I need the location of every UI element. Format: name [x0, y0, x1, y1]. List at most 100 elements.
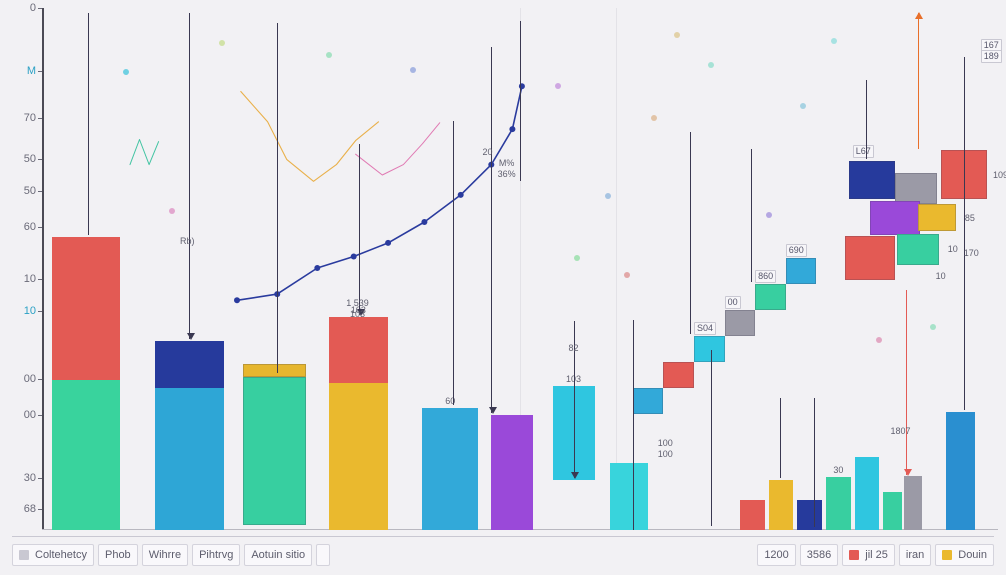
cluster-block: [895, 173, 937, 204]
legend-label: Wihrre: [149, 549, 181, 561]
annotation-label: 1 539: [346, 298, 369, 308]
vertical-marker: [633, 320, 634, 530]
bar-segment: [155, 341, 224, 388]
small-bar: [769, 480, 794, 530]
step-block: [755, 284, 786, 310]
grid-line: [616, 8, 617, 530]
bar-segment: [422, 408, 477, 530]
legend-item: [316, 544, 330, 566]
legend-swatch: [849, 550, 859, 560]
vertical-marker: [189, 13, 190, 339]
vertical-marker: [918, 13, 919, 149]
step-block-label: 860: [755, 270, 776, 283]
vertical-marker: [88, 13, 89, 235]
vertical-marker: [520, 21, 521, 182]
bar-segment: [52, 237, 121, 380]
annotation-label: 36%: [498, 169, 516, 179]
step-block-label: S04: [694, 322, 716, 335]
legend-item: Phob: [98, 544, 138, 566]
cluster-top-label: L67: [853, 145, 874, 158]
bar-segment: [329, 317, 388, 383]
scatter-dot: [410, 67, 416, 73]
cluster-block: [849, 161, 895, 199]
cluster-block-label: 10: [948, 244, 958, 254]
vertical-marker: [780, 398, 781, 477]
vertical-marker: [711, 350, 712, 525]
legend-label: jil 25: [865, 549, 888, 561]
vertical-marker: [964, 57, 965, 410]
scatter-dot: [674, 32, 680, 38]
bar-segment: [491, 415, 533, 530]
cluster-block: [845, 236, 895, 281]
legend-label: 3586: [807, 549, 831, 561]
cluster-block: [918, 204, 956, 231]
scatter-dot: [624, 272, 630, 278]
legend-label: 1200: [764, 549, 788, 561]
legend-strip: Coltehetcy Phob Wihrre Pihtrvg Aotuin sitio 1…: [12, 536, 994, 569]
vertical-marker: [690, 132, 691, 333]
step-block-label: 690: [786, 244, 807, 257]
scatter-dot: [219, 40, 225, 46]
legend-item: Wihrre: [142, 544, 188, 566]
annotation-label: 100: [658, 438, 673, 448]
annotation-label: Rb): [180, 236, 195, 246]
vertical-marker: [751, 149, 752, 282]
small-bar: [946, 412, 975, 530]
step-block-label: 00: [725, 296, 741, 309]
scatter-dot: [708, 62, 714, 68]
small-bar: [855, 457, 880, 530]
scatter-dot: [800, 103, 806, 109]
cluster-block: [870, 201, 920, 234]
step-block: [725, 310, 756, 336]
legend-label: Aotuin sitio: [251, 549, 305, 561]
vertical-marker: [359, 144, 360, 315]
annotation-label: 1807: [890, 426, 910, 436]
legend-swatch: [942, 550, 952, 560]
step-block: [786, 258, 817, 284]
cluster-top-label: 189: [981, 50, 1002, 63]
legend-item: Aotuin sitio: [244, 544, 312, 566]
bar-segment: [243, 364, 306, 377]
small-bar: [740, 500, 765, 530]
legend-item: Pihtrvg: [192, 544, 240, 566]
step-block: [663, 362, 694, 388]
cluster-block-label: 85: [965, 213, 975, 223]
scatter-dot: [326, 52, 332, 58]
scatter-dot: [651, 115, 657, 121]
vertical-marker: [814, 398, 815, 526]
scatter-dot: [574, 255, 580, 261]
scatter-dot: [930, 324, 936, 330]
bar-segment: [52, 380, 121, 530]
scatter-dot: [123, 69, 129, 75]
legend-item: jil 25: [842, 544, 895, 566]
annotation-label: 82: [569, 343, 579, 353]
annotation-label: 100: [658, 449, 673, 459]
vertical-marker: [277, 23, 278, 374]
annotation-label: 103: [350, 309, 365, 319]
scatter-dot: [831, 38, 837, 44]
vertical-marker: [453, 121, 454, 405]
legend-item: Coltehetcy: [12, 544, 94, 566]
annotation-label: 170: [964, 248, 979, 258]
vertical-marker: [906, 290, 907, 475]
step-block: [633, 388, 664, 414]
legend-label: Coltehetcy: [35, 549, 87, 561]
scatter-dot: [876, 337, 882, 343]
scatter-dot: [766, 212, 772, 218]
bar-segment: [243, 377, 306, 525]
small-bar-label: 30: [833, 465, 843, 475]
bar-segment: [329, 383, 388, 530]
legend-label: Phob: [105, 549, 131, 561]
step-block: [694, 336, 725, 362]
bar-segment: [155, 388, 224, 530]
scatter-dot: [169, 208, 175, 214]
legend-item: 3586: [800, 544, 838, 566]
plot-area: 0M7050506010100000306810360103S040086069…: [42, 8, 998, 530]
legend-swatch: [19, 550, 29, 560]
legend-item: iran: [899, 544, 931, 566]
annotation-label: 20: [482, 147, 492, 157]
small-bar: [826, 477, 851, 530]
legend-label: iran: [906, 549, 924, 561]
vertical-marker: [491, 47, 492, 413]
legend-label: Douin: [958, 549, 987, 561]
